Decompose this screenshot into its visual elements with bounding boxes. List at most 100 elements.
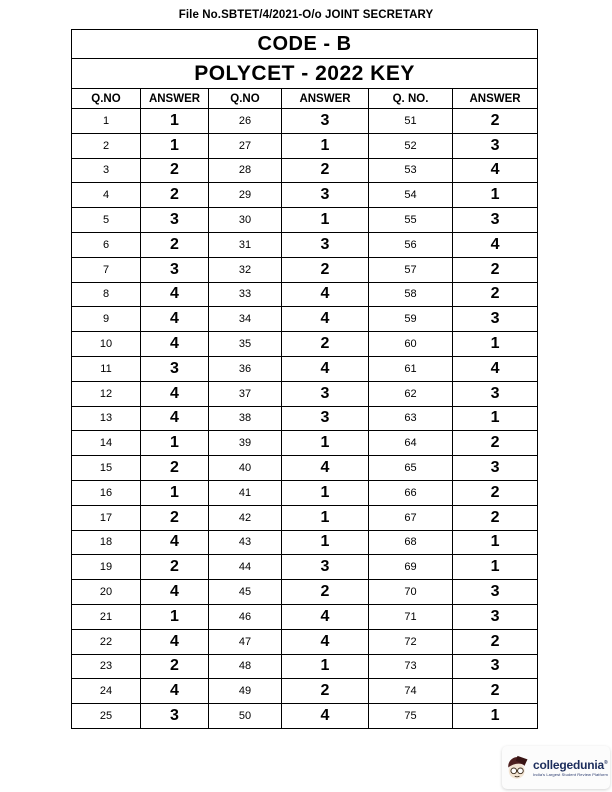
answer-cell: 3 [140,355,209,382]
exam-title-row: POLYCET - 2022 KEY [70,58,539,89]
table-row: 10 4 35 2 60 1 [71,331,539,357]
table-row: 5 3 30 1 55 3 [71,207,539,233]
answer-cell: 4 [140,331,209,357]
code-title-row: CODE - B [70,29,539,59]
question-number-cell: 51 [368,108,453,134]
table-row: 14 1 39 1 64 2 [71,430,539,457]
question-number-cell: 17 [71,504,141,531]
question-number-cell: 32 [208,256,282,283]
question-number-cell: 50 [208,703,282,729]
question-number-cell: 12 [71,380,141,407]
answer-cell: 4 [281,281,369,308]
answer-cell: 2 [281,256,369,283]
table-row: 4 2 29 3 54 1 [71,182,539,209]
question-number-cell: 7 [71,256,141,283]
answer-cell: 2 [281,157,369,184]
question-number-cell: 58 [368,281,453,308]
answer-cell: 1 [451,331,539,357]
question-number-cell: 20 [71,579,141,605]
answer-cell: 3 [451,455,539,481]
question-number-cell: 22 [71,628,141,655]
question-number-cell: 11 [71,355,141,382]
answer-cell: 4 [281,306,369,333]
question-number-cell: 56 [368,231,453,258]
question-number-cell: 21 [71,603,141,630]
answer-cell: 2 [140,455,209,481]
question-number-cell: 44 [208,554,282,581]
question-number-cell: 43 [208,529,282,556]
answer-key-table: CODE - B POLYCET - 2022 KEY Q.NO ANSWER … [70,29,539,729]
question-number-cell: 8 [71,281,141,308]
question-number-cell: 15 [71,455,141,481]
answer-cell: 1 [140,132,209,159]
file-number-heading: File No.SBTET/4/2021-O/o JOINT SECRETARY [178,9,434,21]
answer-cell: 2 [451,479,539,506]
table-row: 24 4 49 2 74 2 [71,678,539,705]
question-number-cell: 40 [208,455,282,481]
answer-cell: 3 [281,405,369,432]
question-number-cell: 66 [368,479,453,506]
table-row: 18 4 43 1 68 1 [71,529,539,556]
question-number-cell: 59 [368,306,453,333]
answer-cell: 2 [140,504,209,531]
question-number-cell: 29 [208,182,282,209]
answer-cell: 2 [451,108,539,134]
question-number-cell: 34 [208,306,282,333]
answer-cell: 1 [451,405,539,432]
question-number-cell: 30 [208,207,282,233]
question-number-cell: 71 [368,603,453,630]
answer-cell: 1 [140,479,209,506]
answer-cell: 1 [281,479,369,506]
question-number-cell: 4 [71,182,141,209]
qno-column-header: Q. NO. [368,88,453,109]
table-row: 23 2 48 1 73 3 [71,653,539,680]
question-number-cell: 38 [208,405,282,432]
question-number-cell: 46 [208,603,282,630]
table-row: 20 4 45 2 70 3 [71,579,539,605]
question-number-cell: 28 [208,157,282,184]
question-number-cell: 48 [208,653,282,680]
answer-cell: 3 [140,256,209,283]
question-number-cell: 24 [71,678,141,705]
question-number-cell: 72 [368,628,453,655]
table-row: 25 3 50 4 75 1 [71,703,539,729]
table-row: 21 1 46 4 71 3 [71,603,539,630]
table-row: 9 4 34 4 59 3 [71,306,539,333]
collegedunia-mascot-icon [508,755,528,779]
question-number-cell: 68 [368,529,453,556]
answer-cell: 4 [140,628,209,655]
answer-cell: 4 [451,231,539,258]
question-number-cell: 54 [368,182,453,209]
question-number-cell: 65 [368,455,453,481]
table-row: 19 2 44 3 69 1 [71,554,539,581]
answer-cell: 1 [140,108,209,134]
answer-cell: 4 [140,678,209,705]
answer-cell: 2 [140,231,209,258]
answer-cell: 2 [140,653,209,680]
table-row: 16 1 41 1 66 2 [71,479,539,506]
answer-cell: 4 [281,628,369,655]
table-row: 7 3 32 2 57 2 [71,256,539,283]
table-row: 15 2 40 4 65 3 [71,455,539,481]
answer-cell: 4 [140,529,209,556]
registered-mark: ® [603,759,608,766]
answer-cell: 1 [451,703,539,729]
answer-cell: 1 [281,529,369,556]
question-number-cell: 52 [368,132,453,159]
answer-cell: 1 [451,554,539,581]
answer-cell: 1 [451,529,539,556]
answer-cell: 2 [281,678,369,705]
question-number-cell: 9 [71,306,141,333]
answer-cell: 2 [451,504,539,531]
answer-cell: 4 [451,157,539,184]
answer-cell: 4 [140,281,209,308]
question-number-cell: 25 [71,703,141,729]
question-number-cell: 33 [208,281,282,308]
question-number-cell: 47 [208,628,282,655]
question-number-cell: 5 [71,207,141,233]
answer-column-header: ANSWER [140,88,209,109]
answer-cell: 1 [281,504,369,531]
answer-cell: 4 [140,306,209,333]
answer-cell: 2 [140,554,209,581]
